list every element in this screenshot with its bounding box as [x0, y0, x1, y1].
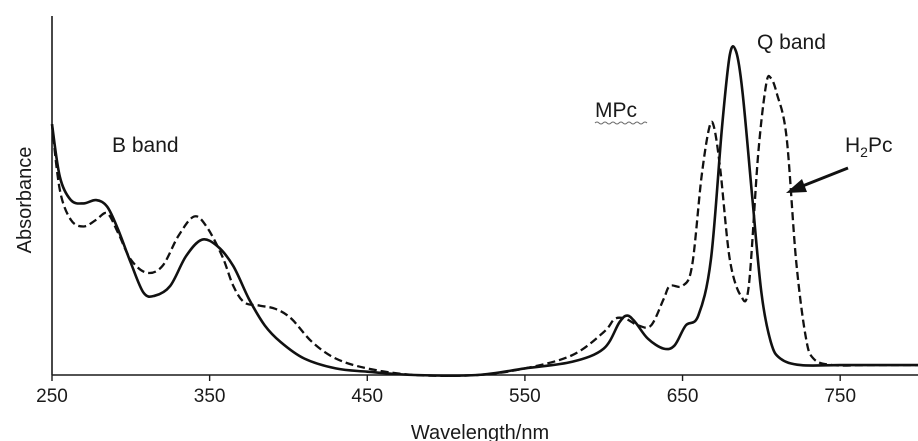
x-tick-label-750: 750 [824, 386, 856, 407]
x-axis-title: Wavelength/nm [411, 422, 549, 441]
x-tick-labels: 250 350 450 550 650 750 [36, 386, 856, 407]
x-tick-label-350: 350 [194, 386, 226, 407]
annotation-b-band: B band [112, 134, 179, 157]
mpc-wavy-underline [594, 121, 648, 125]
h2pc-arrow-shaft [799, 166, 849, 189]
plot-area: 250 350 450 550 650 750 [36, 16, 918, 407]
x-tick-label-550: 550 [509, 386, 541, 407]
series-mpc-solid-line [50, 44, 918, 377]
h2pc-arrow [786, 166, 849, 193]
x-tick-marks [51, 375, 841, 381]
series-h2pc-dashed-line [50, 74, 918, 377]
x-tick-label-650: 650 [667, 386, 699, 407]
x-tick-label-450: 450 [351, 386, 383, 407]
x-tick-label-250: 250 [36, 386, 68, 407]
h2pc-h: H [845, 134, 860, 157]
h2pc-arrow-head [786, 179, 807, 193]
h2pc-subscript: 2 [860, 144, 868, 160]
h2pc-pc: Pc [868, 134, 893, 157]
annotation-mpc: MPc [595, 99, 637, 122]
annotation-q-band: Q band [757, 31, 826, 54]
annotation-h2pc: H2Pc [845, 134, 892, 160]
y-axis-title: Absorbance [14, 147, 36, 254]
